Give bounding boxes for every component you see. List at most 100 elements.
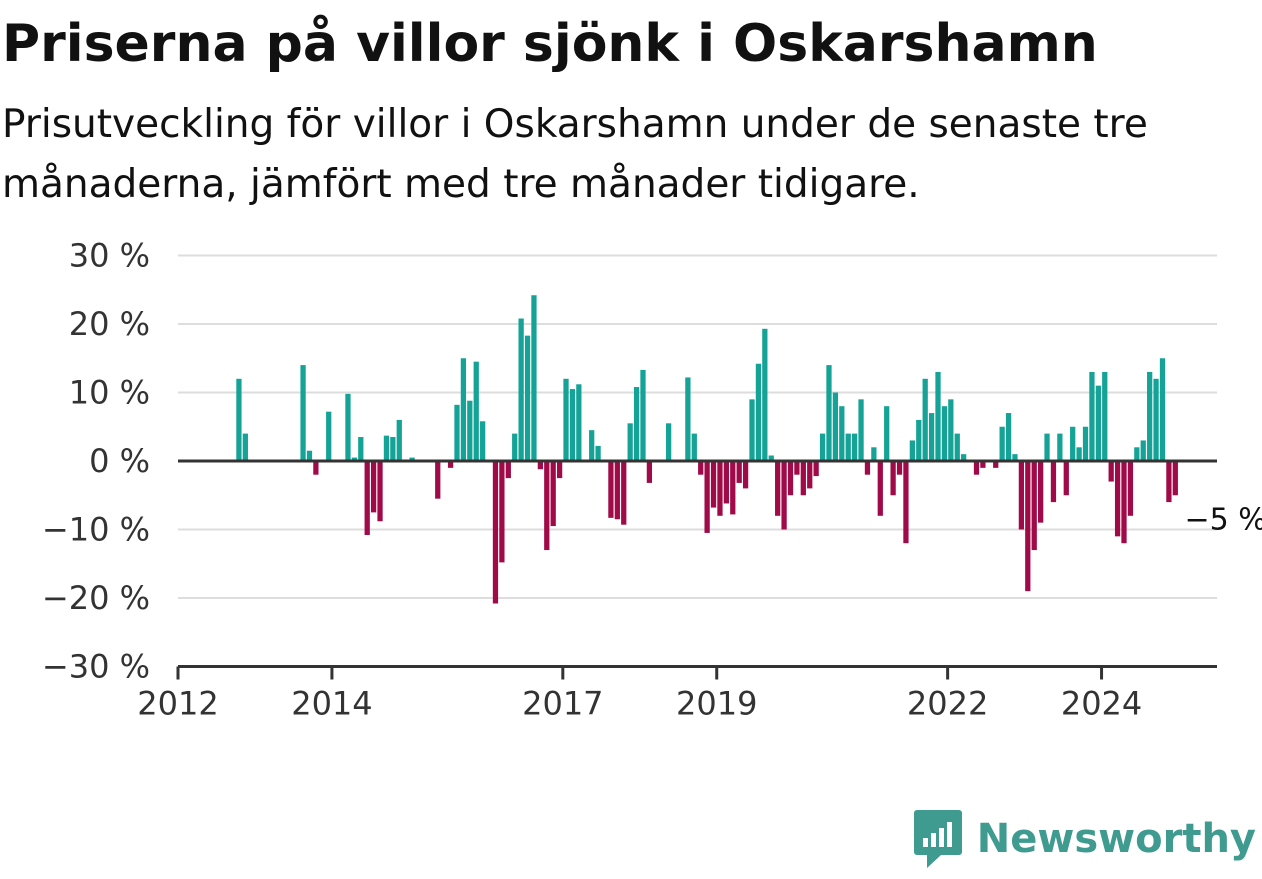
bar (742, 461, 749, 489)
bar (1102, 371, 1108, 461)
bar (364, 461, 370, 535)
bar (768, 455, 774, 461)
bar (685, 377, 691, 461)
bar (710, 461, 717, 508)
bar (1121, 461, 1127, 544)
bar (775, 461, 781, 516)
bar (473, 361, 479, 461)
bar (896, 461, 903, 475)
bar (845, 433, 851, 461)
bar (717, 461, 723, 516)
bar (640, 369, 646, 461)
bar (935, 371, 941, 461)
bar (1159, 358, 1166, 461)
bar (973, 461, 980, 475)
bar (1114, 461, 1121, 537)
bar (1005, 413, 1012, 461)
bar (839, 406, 845, 461)
bar (1134, 447, 1140, 461)
bar (819, 433, 826, 461)
bar (1095, 385, 1101, 461)
bar (313, 461, 319, 475)
bar (306, 450, 313, 461)
bar (1166, 461, 1172, 503)
y-tick-label: −30 % (42, 648, 150, 686)
bar (922, 378, 928, 461)
bar (492, 461, 499, 604)
bar (633, 387, 640, 461)
bar (730, 461, 736, 515)
bar (1012, 454, 1018, 461)
x-tick-label: 2012 (137, 685, 218, 723)
bar (447, 461, 454, 468)
bar (396, 419, 402, 461)
bar (961, 454, 967, 461)
bar (903, 461, 909, 544)
y-tick-label: −10 % (42, 511, 150, 549)
bar (1076, 447, 1082, 461)
bar (980, 461, 986, 468)
bar (999, 426, 1005, 461)
bar (723, 461, 729, 504)
bar (499, 461, 505, 563)
bar (871, 447, 877, 461)
bar (242, 433, 248, 461)
bar (794, 461, 800, 475)
bar (852, 433, 858, 461)
brand-name: Newsworthy (976, 816, 1256, 862)
bar (800, 461, 806, 496)
bar (556, 461, 563, 479)
bar (832, 392, 839, 461)
bar (813, 461, 819, 477)
newsworthy-logo: Newsworthy (913, 807, 1256, 871)
y-tick-label: 20 % (69, 305, 150, 343)
chart-title: Priserna på villor sjönk i Oskarshamn (2, 14, 1098, 74)
bar (826, 365, 832, 461)
bar (807, 461, 813, 489)
bar (467, 400, 473, 461)
bar (1070, 426, 1076, 461)
bar (666, 423, 672, 461)
bar (781, 461, 787, 530)
bar (1031, 461, 1037, 551)
newsworthy-logo-icon (913, 810, 962, 868)
bar (454, 404, 460, 461)
bar (762, 328, 768, 461)
x-tick-label: 2017 (522, 685, 603, 723)
bar (351, 457, 357, 461)
x-tick-label: 2014 (291, 685, 372, 723)
y-tick-label: 10 % (69, 374, 150, 412)
bars (236, 295, 1178, 604)
bar (928, 413, 935, 461)
bar (691, 433, 697, 461)
bar (505, 461, 511, 479)
bar (480, 421, 486, 461)
bar (300, 365, 306, 461)
bar (345, 393, 351, 461)
bar (890, 461, 896, 496)
bar (627, 423, 633, 461)
bar (377, 461, 383, 522)
bar (749, 399, 755, 461)
bar (1063, 461, 1069, 496)
bar (544, 461, 550, 551)
bar (1147, 371, 1153, 461)
bar (460, 358, 467, 461)
bar (1057, 433, 1063, 461)
bar (1153, 378, 1159, 461)
bar (537, 461, 543, 470)
bar (646, 461, 653, 483)
x-tick-label: 2024 (1061, 685, 1142, 723)
bar (576, 384, 582, 461)
bar (864, 461, 871, 475)
bar (736, 461, 742, 483)
y-tick-label: −20 % (42, 579, 150, 617)
chart-subtitle: Prisutveckling för villor i Oskarshamn u… (2, 102, 1148, 207)
tick-labels: 30 % 20 % 10 % 0 % −10 % −20 % −30 %2012 2014 20… (42, 237, 1142, 723)
bar (1172, 461, 1178, 496)
bar (409, 457, 415, 461)
y-tick-label: 30 % (69, 237, 150, 275)
bar (518, 318, 524, 461)
bar (1089, 371, 1095, 461)
